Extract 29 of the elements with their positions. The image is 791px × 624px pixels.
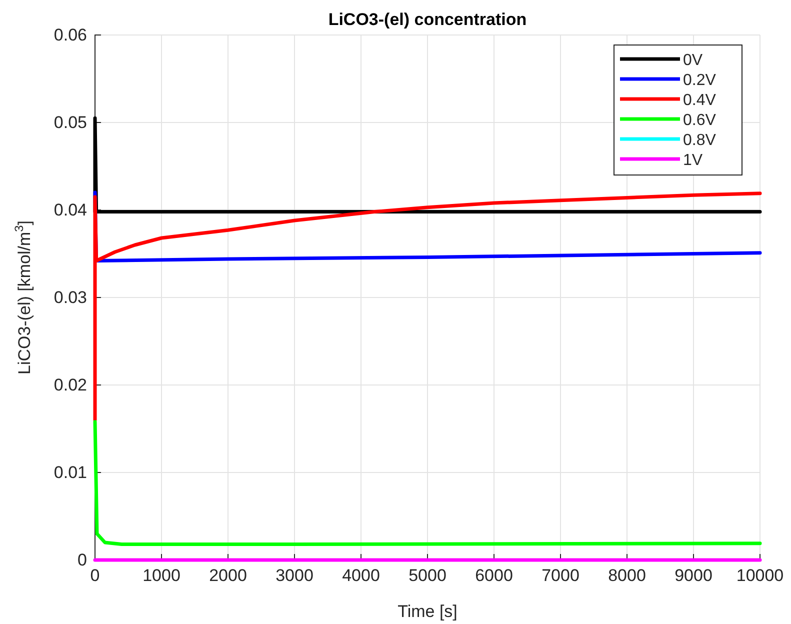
y-tick-label: 0.06 bbox=[54, 25, 87, 44]
legend-label: 0.6V bbox=[683, 112, 716, 129]
x-tick-label: 10000 bbox=[736, 566, 784, 586]
x-tick-label: 4000 bbox=[342, 566, 380, 586]
chart-title: LiCO3-(el) concentration bbox=[328, 10, 527, 29]
x-tick-label: 1000 bbox=[142, 566, 180, 586]
x-tick-label: 5000 bbox=[408, 566, 446, 586]
legend-label: 0V bbox=[683, 52, 703, 69]
x-tick-label: 2000 bbox=[209, 566, 247, 586]
x-tick-label: 8000 bbox=[608, 566, 646, 586]
x-tick-label: 9000 bbox=[674, 566, 712, 586]
y-tick-label: 0.05 bbox=[54, 112, 87, 132]
x-tick-label: 7000 bbox=[542, 566, 580, 586]
y-tick-label: 0.04 bbox=[54, 200, 87, 220]
y-tick-label: 0.03 bbox=[54, 288, 87, 307]
y-tick-label: 0.02 bbox=[54, 375, 87, 394]
y-tick-label: 0 bbox=[78, 550, 87, 570]
legend-label: 1V bbox=[683, 152, 703, 169]
x-tick-label: 3000 bbox=[276, 566, 314, 586]
legend-label: 0.2V bbox=[683, 72, 716, 89]
x-axis-title: Time [s] bbox=[398, 602, 458, 621]
x-tick-label: 6000 bbox=[475, 566, 513, 586]
line-series bbox=[93, 190, 762, 262]
line-series bbox=[93, 420, 762, 546]
x-tick-label: 0 bbox=[90, 566, 100, 586]
legend-label: 0.8V bbox=[683, 132, 716, 149]
y-tick-label: 0.01 bbox=[54, 462, 87, 482]
line-series bbox=[93, 192, 762, 422]
legend-label: 0.4V bbox=[683, 92, 716, 109]
